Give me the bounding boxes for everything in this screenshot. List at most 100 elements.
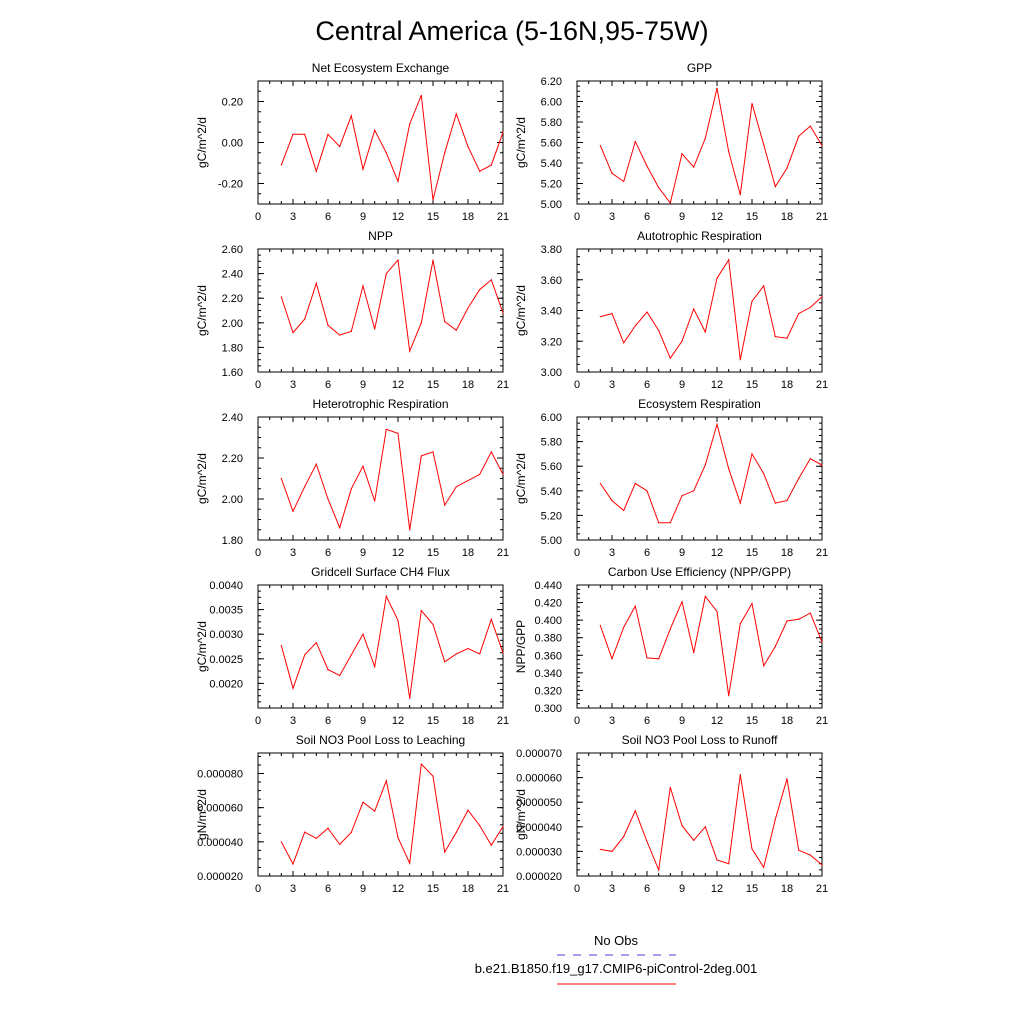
x-tick-label: 12 [711,883,723,895]
data-point [455,653,457,655]
x-tick-label: 15 [746,211,758,223]
x-tick-label: 9 [360,547,366,559]
x-tick-label: 18 [462,547,474,559]
chart-title: Ecosystem Respiration [638,397,761,411]
y-axis-label: gC/m^2/d [514,285,528,336]
data-point [397,259,399,261]
data-point [634,482,636,485]
data-point [774,185,776,188]
series-line [280,428,504,530]
chart-title: Carbon Use Efficiency (NPP/GPP) [608,565,791,579]
x-tick-label: 3 [609,547,615,559]
y-axis-label: gN/m^2/d [195,789,209,840]
y-tick-label: 1.80 [222,535,243,547]
series-line [280,258,504,354]
data-point [467,647,469,650]
chart-title: Net Ecosystem Exchange [312,61,450,75]
data-point [327,669,329,671]
y-tick-label: 0.000060 [516,773,562,785]
data-point [374,666,376,668]
x-tick-label: 0 [574,715,580,727]
data-point [409,862,411,864]
x-tick-label: 12 [711,715,723,727]
x-tick-label: 0 [255,379,261,391]
legend-model-label: b.e21.B1850.f19_g17.CMIP6-piControl-2deg… [475,961,758,976]
chart-title: Gridcell Surface CH4 Flux [311,565,450,579]
x-tick-label: 6 [644,883,650,895]
y-tick-label: 0.0040 [209,580,243,592]
x-tick-label: 12 [392,379,404,391]
data-point [455,486,457,488]
data-point [751,848,753,850]
data-point [763,665,765,667]
data-point [432,259,434,261]
y-tick-label: 5.80 [541,437,562,449]
data-point [385,273,387,275]
data-point [490,451,492,453]
y-tick-label: 5.40 [541,158,562,170]
data-point [693,652,695,654]
data-point [490,279,492,281]
data-point [751,300,753,302]
data-point [669,202,671,204]
data-point [599,316,601,318]
data-point [716,87,718,89]
data-point [716,610,718,612]
data-point [623,180,625,183]
data-point [739,774,741,776]
x-tick-label: 18 [462,211,474,223]
data-point [728,259,730,261]
chart-panel-10: Soil NO3 Pool Loss to Runoff gN/m^2/d 0 3 6 9… [514,733,828,895]
data-point [728,468,730,470]
data-point [821,464,823,466]
data-point [693,490,695,492]
data-point [292,332,294,334]
data-point [339,334,341,336]
x-tick-label: 15 [746,379,758,391]
y-tick-label: 0.380 [534,633,562,645]
data-point [693,308,695,310]
x-tick-label: 18 [462,883,474,895]
y-tick-label: 0.20 [222,97,243,109]
x-tick-label: 15 [427,883,439,895]
x-tick-label: 3 [609,883,615,895]
data-point [479,170,481,172]
data-point [763,866,765,868]
data-point [292,863,294,865]
x-tick-label: 9 [679,715,685,727]
data-point [611,312,613,315]
series-line [280,762,504,866]
data-point [467,809,469,811]
y-tick-label: 0.000050 [516,797,562,809]
y-axis-label: gN/m^2/d [514,789,528,840]
data-point [798,135,800,137]
data-point [739,502,741,504]
x-tick-label: 0 [574,211,580,223]
x-tick-label: 9 [679,379,685,391]
x-tick-label: 3 [609,211,615,223]
y-tick-label: 2.40 [222,269,243,281]
chart-title: NPP [368,229,393,243]
data-point [786,778,788,780]
data-point [339,843,341,845]
series-line [280,594,504,699]
x-tick-label: 12 [392,211,404,223]
data-point [693,839,695,841]
x-tick-label: 18 [781,211,793,223]
data-point [292,687,294,689]
data-point [681,153,683,155]
data-point [786,337,788,339]
x-tick-label: 9 [360,211,366,223]
plot-frame [576,752,823,877]
series-line [599,88,823,205]
data-point [350,115,352,117]
data-point [467,146,469,148]
y-tick-label: 5.20 [541,510,562,522]
data-point [798,477,800,480]
chart-title: Autotrophic Respiration [637,229,762,243]
data-point [409,350,411,352]
x-tick-label: 3 [609,379,615,391]
y-tick-label: 2.00 [222,494,243,506]
data-point [821,864,823,866]
data-point [362,633,364,635]
